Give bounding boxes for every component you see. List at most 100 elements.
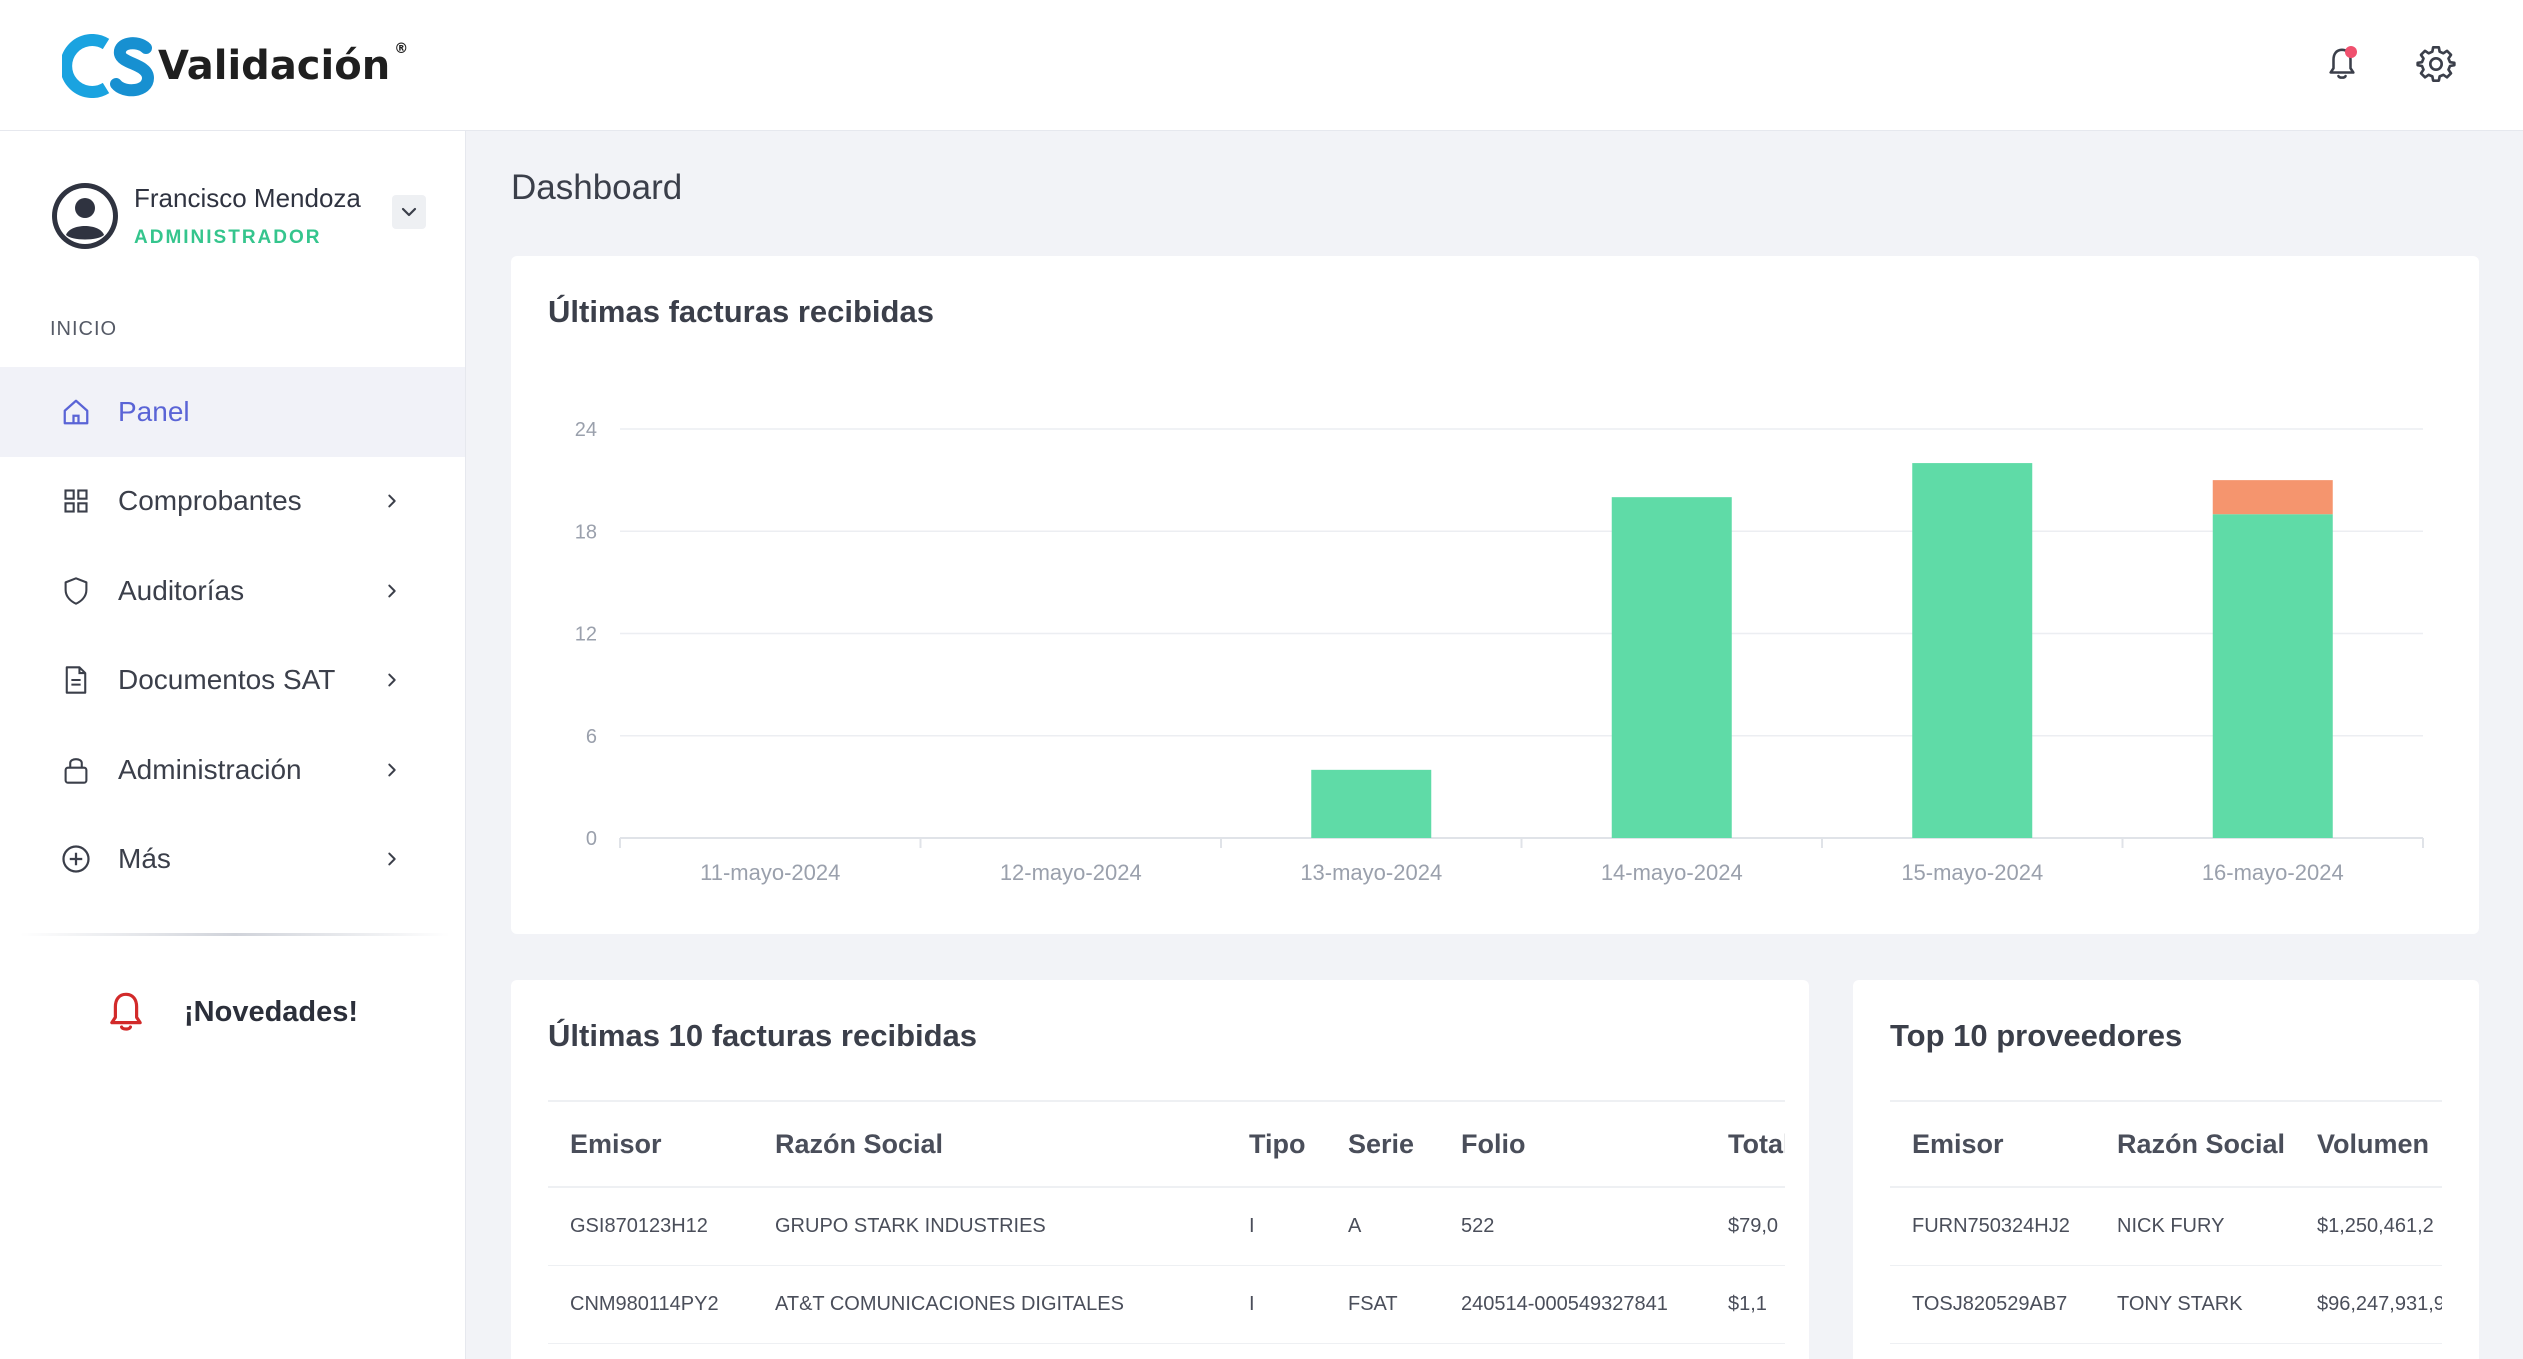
cell-total: $79,0	[1706, 1187, 1785, 1266]
column-header-razon-social[interactable]: Razón Social	[2095, 1100, 2295, 1188]
table-row[interactable]: CNM980114PY2 AT&T COMUNICACIONES DIGITAL…	[548, 1265, 1785, 1344]
chart-card: Últimas facturas recibidas 0 6 12 18 24 11-ma…	[511, 256, 2479, 934]
sidebar-item-label: Comprobantes	[118, 485, 302, 517]
y-tick-label: 24	[575, 419, 597, 441]
page-title: Dashboard	[511, 168, 683, 207]
bar	[1912, 463, 2033, 838]
cell-volumen: $1,250,461,2	[2295, 1187, 2442, 1266]
settings-button[interactable]	[2410, 38, 2462, 90]
lock-icon	[60, 754, 92, 786]
cell-serie: A	[1326, 1187, 1439, 1266]
chevron-right-icon	[380, 758, 404, 782]
plus-circle-icon	[60, 843, 92, 875]
x-tick-label: 13-mayo-2024	[1300, 860, 1442, 885]
facturas-table-wrap: Emisor Razón Social Tipo Serie Folio Tot…	[548, 1100, 1785, 1344]
cell-emisor: TOSJ820529AB7	[1890, 1265, 2095, 1344]
x-tick-label: 11-mayo-2024	[700, 860, 840, 885]
user-profile: Francisco Mendoza ADMINISTRADOR	[50, 171, 430, 261]
sidebar-item-label: Auditorías	[118, 574, 245, 606]
cell-emisor: CNM980114PY2	[548, 1265, 753, 1344]
table-row[interactable]: FURN750324HJ2 NICK FURY $1,250,461,2	[1890, 1187, 2442, 1266]
cell-folio: 522	[1439, 1187, 1706, 1266]
sidebar-item-label: Panel	[118, 395, 190, 427]
table-header-row: Emisor Razón Social Tipo Serie Folio Tot…	[548, 1100, 1785, 1188]
chevron-down-icon	[401, 207, 417, 217]
table-row[interactable]: TOSJ820529AB7 TONY STARK $96,247,931,9	[1890, 1265, 2442, 1344]
shield-icon	[60, 575, 92, 607]
notification-dot	[2345, 46, 2357, 58]
x-tick-label: 15-mayo-2024	[1901, 860, 2043, 885]
avatar	[52, 183, 118, 249]
bar	[2212, 480, 2333, 515]
proveedores-table-wrap: Emisor Razón Social Volumen FURN750324HJ…	[1890, 1100, 2442, 1344]
facturas-title: Últimas 10 facturas recibidas	[548, 1018, 978, 1053]
user-role: ADMINISTRADOR	[134, 227, 322, 248]
cell-emisor: FURN750324HJ2	[1890, 1187, 2095, 1266]
notifications-button[interactable]	[2316, 38, 2368, 90]
column-header-tipo[interactable]: Tipo	[1227, 1100, 1326, 1188]
chevron-right-icon	[380, 579, 404, 603]
app-logo[interactable]: Validación ®	[62, 34, 409, 98]
sidebar-item-panel[interactable]: Panel	[0, 367, 465, 457]
home-icon	[60, 396, 92, 428]
cs-logo-mark	[62, 34, 154, 98]
sidebar-divider	[20, 933, 450, 936]
chevron-right-icon	[380, 489, 404, 513]
facturas-card: Últimas 10 facturas recibidas Emisor Raz…	[511, 980, 1809, 1359]
table-row[interactable]: GSI870123H12 GRUPO STARK INDUSTRIES I A …	[548, 1187, 1785, 1266]
x-tick-label: 16-mayo-2024	[2202, 860, 2344, 885]
news-button[interactable]: ¡Novedades!	[104, 986, 358, 1038]
proveedores-title: Top 10 proveedores	[1890, 1018, 2183, 1053]
y-tick-label: 12	[575, 624, 597, 646]
user-name: Francisco Mendoza	[134, 183, 361, 213]
column-header-folio[interactable]: Folio	[1439, 1100, 1706, 1188]
sidebar-item-comprobantes[interactable]: Comprobantes	[0, 457, 465, 547]
cell-razon-social: AT&T COMUNICACIONES DIGITALES	[753, 1265, 1227, 1344]
sidebar-item-mas[interactable]: Más	[0, 815, 465, 905]
cell-razon-social: NICK FURY	[2095, 1187, 2295, 1266]
facturas-table: Emisor Razón Social Tipo Serie Folio Tot…	[548, 1100, 1785, 1344]
cell-total: $1,1	[1706, 1265, 1785, 1344]
bar	[1311, 769, 1432, 838]
cell-razon-social: TONY STARK	[2095, 1265, 2295, 1344]
top-proveedores-card: Top 10 proveedores Emisor Razón Social V…	[1853, 980, 2479, 1359]
bar	[1611, 497, 1732, 838]
sidebar-item-auditorias[interactable]: Auditorías	[0, 546, 465, 636]
proveedores-table: Emisor Razón Social Volumen FURN750324HJ…	[1890, 1100, 2442, 1344]
document-icon	[60, 664, 92, 696]
cell-tipo: I	[1227, 1265, 1326, 1344]
sidebar: Francisco Mendoza ADMINISTRADOR INICIO P…	[0, 131, 466, 1359]
column-header-emisor[interactable]: Emisor	[1890, 1100, 2095, 1188]
section-label-inicio: INICIO	[50, 318, 118, 340]
top-header: Validación ®	[0, 0, 2523, 131]
sidebar-item-documentos-sat[interactable]: Documentos SAT	[0, 636, 465, 726]
grid-icon	[60, 485, 92, 517]
y-tick-label: 6	[586, 726, 597, 748]
y-tick-label: 18	[575, 521, 597, 543]
chart-title: Últimas facturas recibidas	[548, 294, 934, 329]
cell-razon-social: GRUPO STARK INDUSTRIES	[753, 1187, 1227, 1266]
column-header-emisor[interactable]: Emisor	[548, 1100, 753, 1188]
sidebar-item-label: Administración	[118, 753, 302, 785]
sidebar-item-label: Más	[118, 843, 171, 875]
column-header-serie[interactable]: Serie	[1326, 1100, 1439, 1188]
x-tick-label: 12-mayo-2024	[1000, 860, 1142, 885]
user-menu-toggle[interactable]	[392, 195, 426, 229]
column-header-total[interactable]: Total	[1706, 1100, 1785, 1188]
cell-emisor: GSI870123H12	[548, 1187, 753, 1266]
registered-mark: ®	[394, 41, 409, 57]
bar	[2212, 514, 2333, 838]
column-header-volumen[interactable]: Volumen	[2295, 1100, 2442, 1188]
news-label: ¡Novedades!	[184, 995, 359, 1028]
sidebar-nav: Panel Comprobantes Auditorías Docu	[0, 367, 465, 904]
chevron-right-icon	[380, 847, 404, 871]
bell-alert-icon	[110, 992, 142, 1031]
cell-folio: 240514-000549327841	[1439, 1265, 1706, 1344]
logo-text: Validación ®	[158, 41, 409, 89]
column-header-razon-social[interactable]: Razón Social	[753, 1100, 1227, 1188]
sidebar-item-administracion[interactable]: Administración	[0, 725, 465, 815]
cell-tipo: I	[1227, 1187, 1326, 1266]
sidebar-item-label: Documentos SAT	[118, 664, 336, 696]
gear-icon	[2416, 46, 2456, 82]
cell-volumen: $96,247,931,9	[2295, 1265, 2442, 1344]
